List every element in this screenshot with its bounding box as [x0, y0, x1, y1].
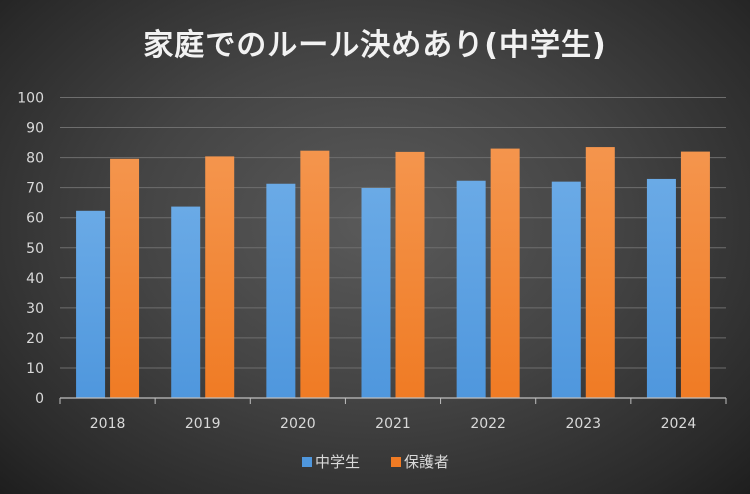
bar-中学生-2020 [266, 183, 296, 398]
y-tick-label: 10 [26, 361, 44, 377]
bar-中学生-2021 [361, 187, 391, 398]
y-tick-label: 50 [26, 241, 44, 257]
x-tick-label: 2019 [185, 416, 221, 432]
legend-label: 中学生 [315, 453, 360, 471]
y-tick-label: 100 [17, 91, 44, 107]
bars [76, 147, 710, 398]
axes: 0 10 20 30 40 50 60 70 80 90 100 2018 2019 2020 2021 20… [17, 91, 727, 432]
bar-保護者-2019 [205, 156, 235, 398]
bar-保護者-2022 [490, 148, 520, 398]
y-tick-label: 40 [26, 271, 44, 287]
legend-swatch [391, 457, 401, 467]
y-tick-label: 30 [26, 301, 44, 317]
x-tick-label: 2018 [90, 416, 126, 432]
chart-title: 家庭でのルール決めあり(中学生) [143, 28, 607, 63]
x-tick-label: 2020 [280, 416, 316, 432]
x-tick-label: 2022 [470, 416, 506, 432]
y-tick-label: 0 [35, 391, 44, 407]
x-tick-label: 2023 [565, 416, 601, 432]
bar-中学生-2018 [76, 210, 106, 398]
bar-保護者-2023 [585, 147, 615, 398]
legend-swatch [302, 457, 312, 467]
x-tick-label: 2021 [375, 416, 411, 432]
y-tick-label: 60 [26, 211, 44, 227]
bar-保護者-2021 [395, 151, 425, 398]
y-tick-label: 70 [26, 181, 44, 197]
y-tick-label: 20 [26, 331, 44, 347]
legend: 中学生 保護者 [302, 453, 449, 471]
bar-中学生-2024 [646, 178, 676, 398]
bar-保護者-2024 [680, 151, 710, 398]
bar-中学生-2022 [456, 180, 486, 398]
x-tick-label: 2024 [661, 416, 697, 432]
y-tick-label: 80 [26, 151, 44, 167]
grid-lines [60, 97, 726, 369]
y-tick-label: 90 [26, 121, 44, 137]
bar-中学生-2019 [171, 206, 201, 398]
legend-label: 保護者 [404, 453, 449, 471]
bar-保護者-2018 [110, 158, 140, 398]
bar-保護者-2020 [300, 150, 330, 398]
bar-中学生-2023 [551, 181, 581, 398]
